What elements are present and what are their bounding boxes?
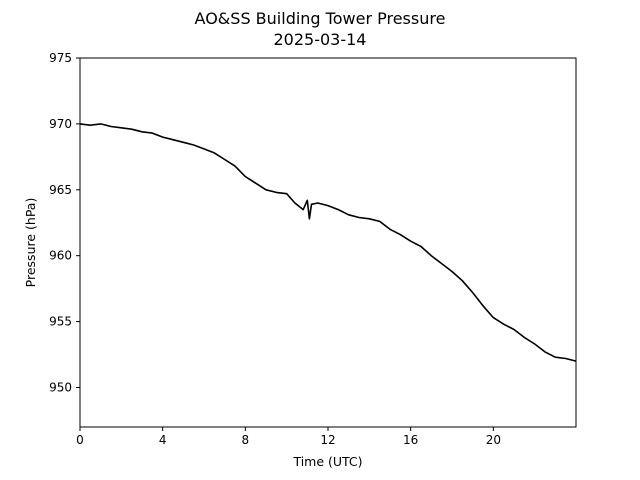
- chart-title: AO&SS Building Tower Pressure: [195, 9, 446, 28]
- y-tick-label: 965: [49, 183, 72, 197]
- x-tick-label: 20: [486, 433, 501, 447]
- series-layer: [79, 123, 577, 362]
- plot-frame: [79, 57, 577, 428]
- x-tick-label: 4: [159, 433, 167, 447]
- y-tick-label: 975: [49, 51, 72, 65]
- x-tick-label: 0: [76, 433, 84, 447]
- ticks-layer: 0 4 8 12 16 20 950 955 960 965 970 975: [49, 51, 501, 447]
- y-tick-label: 955: [49, 315, 72, 329]
- pressure-series-line: [79, 123, 577, 362]
- y-tick-label: 950: [49, 380, 72, 394]
- y-tick-label: 960: [49, 249, 72, 263]
- x-tick-label: 12: [320, 433, 335, 447]
- y-tick-label: 970: [49, 117, 72, 131]
- x-tick-label: 8: [242, 433, 250, 447]
- x-axis-label: Time (UTC): [292, 454, 362, 469]
- chart-subtitle: 2025-03-14: [274, 30, 367, 49]
- x-tick-label: 16: [403, 433, 418, 447]
- y-axis-label: Pressure (hPa): [23, 198, 38, 288]
